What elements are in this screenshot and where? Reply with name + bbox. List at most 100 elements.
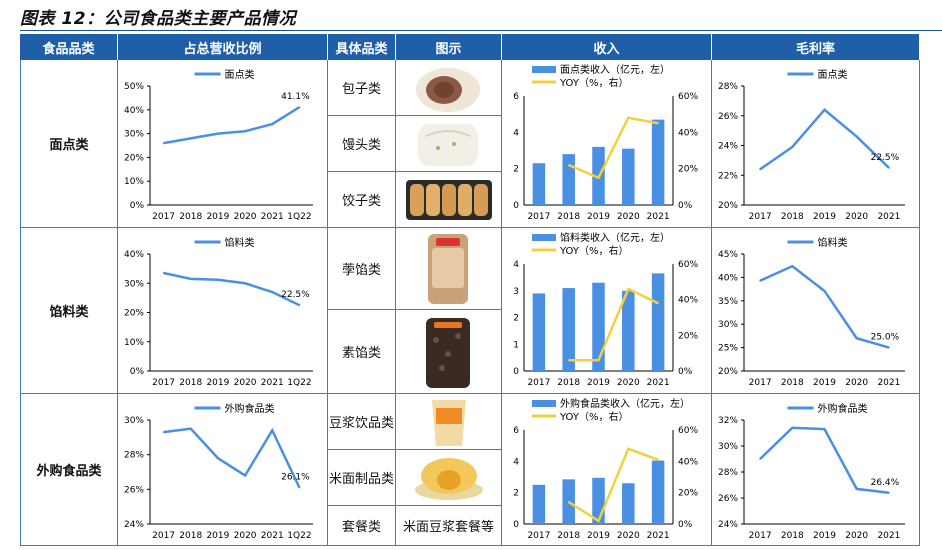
x-tick-label: 2017 (527, 212, 550, 222)
legend-label-yoy: YOY（%，右） (559, 244, 629, 257)
legend-label: 外购食品类 (818, 402, 868, 415)
legend-label-yoy: YOY（%，右） (559, 76, 629, 89)
data-point (244, 474, 246, 477)
margin-chart-waigou: 24% 26% 28% 30% 32% 2017 2018 2019 2020 2021 外购食品类… (718, 402, 905, 541)
y-tick-label-left: 0 (513, 367, 519, 377)
data-point (271, 429, 274, 432)
x-tick-label: 2017 (152, 531, 175, 541)
data-point (823, 290, 826, 292)
y-tick-label-right: 0% (678, 520, 693, 530)
y-tick-label-right: 60% (678, 260, 698, 270)
x-tick-label: 1Q22 (287, 378, 311, 388)
data-point (298, 106, 301, 108)
y-tick-label-right: 40% (678, 457, 698, 467)
revenue-bar (562, 288, 575, 371)
taocan-caption: 米面豆浆套餐等 (396, 506, 502, 546)
image-cell (396, 450, 502, 506)
y-tick-label-left: 2 (513, 165, 519, 175)
legend-label: 外购食品类 (225, 402, 275, 415)
x-tick-label: 2020 (617, 378, 640, 388)
x-tick-label: 2020 (234, 531, 257, 541)
margin-chart-xian: 20% 25% 30% 35% 40% 45% 2017 2018 2019 2020 2021 馅料… (718, 236, 905, 388)
y-tick-label: 40% (124, 250, 144, 260)
series-line (163, 106, 301, 145)
y-tick-label-right: 40% (678, 128, 698, 138)
jiaozi-image (406, 180, 492, 220)
x-tick-label: 1Q22 (287, 212, 311, 222)
data-point (855, 337, 858, 340)
y-tick-label: 50% (124, 82, 144, 92)
data-label: 26.4% (871, 478, 900, 488)
subcategory-jiaozi: 饺子类 (328, 172, 396, 228)
revenue-bar (651, 119, 665, 205)
x-tick-label: 2018 (179, 378, 202, 388)
mantou-image (418, 124, 478, 166)
x-tick-label: 2017 (527, 531, 550, 541)
x-tick-label: 2020 (234, 212, 257, 222)
data-point (298, 304, 301, 306)
yoy-point (657, 122, 659, 125)
x-tick-label: 2020 (845, 212, 868, 222)
margin-chart-cell: 20% 25% 30% 35% 40% 45% 2017 2018 2019 2020 2021 馅料… (712, 228, 920, 394)
subcategory-suxian: 素馅类 (328, 310, 396, 394)
data-point (271, 291, 274, 293)
y-tick-label: 10% (124, 338, 144, 348)
doujiang-cup-image (432, 400, 466, 446)
y-tick-label-right: 40% (678, 296, 698, 306)
y-tick-label: 20% (124, 309, 144, 319)
y-tick-label: 26% (124, 485, 144, 495)
y-tick-label: 30% (718, 320, 738, 330)
x-tick-label: 1Q22 (287, 531, 311, 541)
data-label: 26.1% (281, 473, 310, 483)
subcategory-taocan: 套餐类 (328, 506, 396, 546)
revenue-chart-cell: 0 1 2 3 4 0% 20% 40% 60% 2017 2018 2019 2020 2021 馅料类收… (502, 228, 712, 394)
y-tick-label-right: 60% (678, 426, 698, 436)
y-tick-label-right: 60% (678, 92, 698, 102)
revenue-chart-cell: 0 2 4 6 0% 20% 40% 60% 2017 2018 2019 2020 2021 面点类收入… (502, 60, 712, 228)
revenue-bar (532, 484, 546, 524)
data-label: 25.0% (871, 333, 900, 343)
x-tick-label: 2021 (647, 531, 670, 541)
category-mian: 面点类 (20, 60, 118, 228)
image-cell (396, 116, 502, 172)
y-tick-label: 30% (124, 279, 144, 289)
yoy-point (657, 458, 659, 461)
subcategory-baozi: 包子类 (328, 60, 396, 116)
margin-chart-cell: 24% 26% 28% 30% 32% 2017 2018 2019 2020 2021 外购食品类… (712, 394, 920, 546)
y-tick-label-right: 0% (678, 201, 693, 211)
y-tick-label-left: 6 (513, 426, 519, 436)
subcategory-hunxian: 荸馅类 (328, 228, 396, 310)
x-tick-label: 2018 (179, 212, 202, 222)
yoy-point (567, 359, 570, 362)
data-point (759, 168, 761, 171)
data-point (759, 458, 761, 460)
header-subcategory: 具体品类 (328, 34, 396, 60)
revenue-bar (532, 163, 546, 205)
y-tick-label-left: 4 (513, 260, 519, 270)
yoy-point (597, 359, 600, 362)
y-tick-label: 30% (718, 442, 738, 452)
margin-chart-cell: 20% 22% 24% 26% 28% 2017 2018 2019 2020 2021 面点类 22… (712, 60, 920, 228)
y-tick-label: 28% (124, 451, 144, 461)
data-point (759, 279, 761, 282)
header-image: 图示 (396, 34, 502, 60)
y-tick-label: 10% (124, 177, 144, 187)
image-cell (396, 172, 502, 228)
legend-swatch-bar (532, 234, 556, 241)
x-tick-label: 2021 (877, 212, 900, 222)
data-point (823, 428, 826, 430)
x-tick-label: 2019 (587, 531, 610, 541)
mimian-image (415, 458, 483, 500)
y-tick-label-left: 4 (513, 128, 519, 138)
legend-label-bar: 馅料类收入（亿元，左） (560, 231, 670, 244)
series-line (759, 108, 890, 171)
data-point (791, 265, 794, 267)
data-point (888, 492, 890, 494)
x-tick-label: 2019 (587, 212, 610, 222)
series-line (759, 264, 890, 349)
x-tick-label: 2021 (261, 531, 284, 541)
margin-chart-mian: 20% 22% 24% 26% 28% 2017 2018 2019 2020 2021 面点类 22… (718, 68, 905, 222)
series-line (759, 426, 890, 495)
legend-swatch-bar (532, 400, 556, 407)
